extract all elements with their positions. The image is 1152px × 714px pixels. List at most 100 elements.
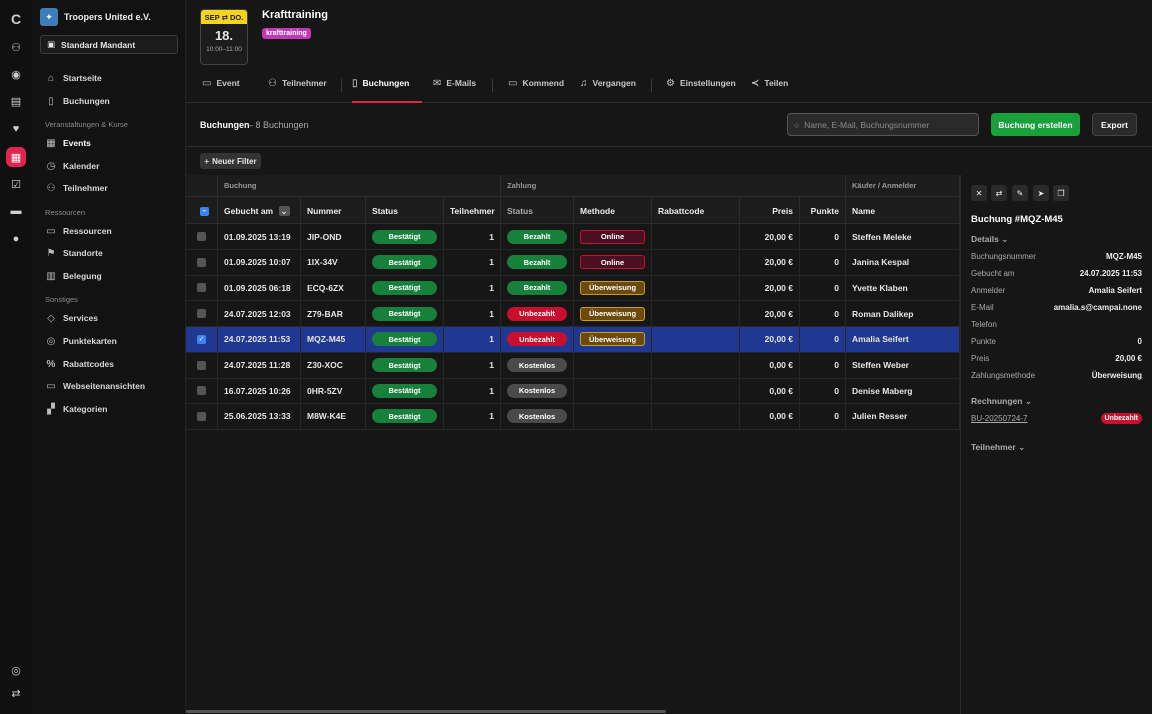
sort-chevron-icon[interactable]: ⌄ bbox=[278, 206, 290, 216]
search-input[interactable]: ○ Name, E-Mail, Buchungsnummer bbox=[787, 113, 979, 136]
tab-einstellungen[interactable]: ⚙ Einstellungen bbox=[666, 78, 736, 103]
sidebar-item-label: Events bbox=[63, 138, 91, 148]
cell-pay: Kostenlos bbox=[501, 403, 574, 429]
tab-event[interactable]: ▭ Event bbox=[202, 78, 240, 103]
details-toggle[interactable]: Details ⌄ bbox=[971, 234, 1009, 244]
sidebar-item-services[interactable]: ◇ Services bbox=[45, 311, 98, 325]
help-icon[interactable]: ◎ bbox=[11, 664, 21, 677]
col-name[interactable]: Name bbox=[846, 197, 960, 224]
table-row[interactable]: 01.09.2025 06:18 ECQ-6ZX Bestätigt 1 Bezahlt… bbox=[186, 275, 960, 302]
table-row[interactable]: 16.07.2025 10:26 0HR-5ZV Bestätigt 1 Kostenl… bbox=[186, 378, 960, 405]
app-logo-icon[interactable]: C bbox=[10, 11, 22, 27]
checklist-icon[interactable]: ☑ bbox=[11, 178, 21, 191]
switch-icon[interactable]: ⇄ bbox=[11, 687, 21, 700]
table-row[interactable]: 24.07.2025 12:03 Z79-BAR Bestätigt 1 Unbezah… bbox=[186, 301, 960, 328]
cell-points: 0 bbox=[800, 301, 846, 327]
user-icon[interactable]: ◉ bbox=[11, 68, 21, 81]
cell-method bbox=[574, 378, 652, 404]
tab-kommend[interactable]: ▭ Kommend bbox=[508, 78, 564, 103]
table-row[interactable]: 24.07.2025 11:28 Z30-XOC Bestätigt 1 Kostenl… bbox=[186, 352, 960, 379]
cell-status: Bestätigt bbox=[366, 249, 444, 275]
table-row[interactable]: 01.09.2025 13:19 JIP-OND Bestätigt 1 Bezahlt… bbox=[186, 224, 960, 250]
chat-icon[interactable]: ● bbox=[12, 233, 20, 245]
cell-date: 01.09.2025 06:18 bbox=[218, 275, 301, 301]
cell-price: 0,00 € bbox=[740, 378, 800, 404]
table-row[interactable]: ✓ 24.07.2025 11:53 MQZ-M45 Bestätigt 1 Unbeza… bbox=[186, 326, 960, 353]
select-all-checkbox[interactable]: – bbox=[186, 197, 218, 224]
sidebar-item-punktekarten[interactable]: ◎ Punktekarten bbox=[45, 334, 117, 348]
col-zahlung-status[interactable]: Status bbox=[501, 197, 574, 224]
invoices-toggle[interactable]: Rechnungen ⌄ bbox=[971, 396, 1032, 406]
col-teilnehmer[interactable]: Teilnehmer bbox=[444, 197, 501, 224]
cell-pay: Bezahlt bbox=[501, 249, 574, 275]
export-button[interactable]: Export bbox=[1092, 113, 1137, 136]
row-checkbox[interactable] bbox=[197, 360, 206, 370]
row-checkbox[interactable] bbox=[197, 411, 206, 421]
col-preis[interactable]: Preis bbox=[740, 197, 800, 224]
send-icon[interactable]: ➤ bbox=[1033, 185, 1049, 201]
invoice-link[interactable]: BU-20250724-7 bbox=[971, 414, 1028, 423]
col-status[interactable]: Status bbox=[366, 197, 444, 224]
cell-method bbox=[574, 352, 652, 378]
cell-cb bbox=[186, 275, 218, 301]
sidebar-item-ressourcen[interactable]: ▭ Ressourcen bbox=[45, 224, 111, 238]
home-icon: ⌂ bbox=[47, 72, 55, 84]
cell-tn: 1 bbox=[444, 275, 501, 301]
cell-tn: 1 bbox=[444, 249, 501, 275]
col-rabattcode[interactable]: Rabattcode bbox=[652, 197, 740, 224]
cell-code bbox=[652, 301, 740, 327]
community-icon[interactable]: ⚇ bbox=[11, 41, 21, 54]
group-header-buchung: Buchung bbox=[218, 175, 501, 197]
org-switcher[interactable]: ✦ Troopers United e.V. bbox=[40, 8, 151, 26]
mandant-selector[interactable]: ▣ Standard Mandant bbox=[40, 35, 178, 54]
col-nummer[interactable]: Nummer bbox=[301, 197, 366, 224]
row-checkbox[interactable] bbox=[197, 283, 206, 293]
transfer-icon[interactable]: ⇄ bbox=[991, 185, 1007, 201]
row-checkbox[interactable]: ✓ bbox=[197, 334, 206, 344]
col-punkte[interactable]: Punkte bbox=[800, 197, 846, 224]
sidebar-item-kalender[interactable]: ◷ Kalender bbox=[45, 159, 100, 173]
tab-teilnehmer[interactable]: ⚇ Teilnehmer bbox=[268, 78, 327, 103]
create-booking-button[interactable]: Buchung erstellen bbox=[991, 113, 1080, 136]
new-filter-button[interactable]: + Neuer Filter bbox=[200, 153, 261, 169]
events-calendar-icon[interactable]: ▦ bbox=[6, 147, 26, 167]
booking-status-badge: Bestätigt bbox=[372, 229, 437, 244]
org-logo-icon: ✦ bbox=[40, 8, 58, 26]
close-icon[interactable]: ✕ bbox=[971, 185, 987, 201]
row-checkbox[interactable] bbox=[197, 309, 206, 319]
cell-method: Online bbox=[574, 249, 652, 275]
sidebar-item-belegung[interactable]: ▥ Belegung bbox=[45, 269, 101, 283]
sidebar-item-standorte[interactable]: ⚑ Standorte bbox=[45, 246, 103, 260]
tab-emails[interactable]: ✉ E-Mails bbox=[433, 78, 476, 103]
heart-icon[interactable]: ♥ bbox=[12, 123, 20, 135]
sidebar-item-label: Services bbox=[63, 313, 98, 323]
tab-buchungen[interactable]: ▯ Buchungen bbox=[352, 78, 422, 103]
tab-vergangen[interactable]: ♫ Vergangen bbox=[580, 78, 636, 103]
sidebar-item-buchungen[interactable]: ▯ Buchungen bbox=[45, 94, 110, 108]
tab-teilen[interactable]: ≺ Teilen bbox=[751, 78, 788, 103]
finance-icon[interactable]: ▤ bbox=[10, 95, 22, 108]
participants-toggle[interactable]: Teilnehmer ⌄ bbox=[971, 442, 1026, 452]
book-icon: ▯ bbox=[352, 78, 358, 89]
sidebar-item-startseite[interactable]: ⌂ Startseite bbox=[45, 71, 102, 85]
horizontal-scrollbar[interactable] bbox=[186, 710, 666, 713]
cell-method bbox=[574, 403, 652, 429]
row-checkbox[interactable] bbox=[197, 257, 206, 267]
sidebar-item-rabattcodes[interactable]: % Rabattcodes bbox=[45, 357, 114, 371]
sidebar-item-events[interactable]: ▦ Events bbox=[45, 136, 91, 150]
panel-title: Buchung #MQZ-M45 bbox=[971, 214, 1063, 225]
col-methode[interactable]: Methode bbox=[574, 197, 652, 224]
copy-icon[interactable]: ❐ bbox=[1053, 185, 1069, 201]
col-gebucht-am[interactable]: Gebucht am ⌄ bbox=[218, 197, 301, 224]
folder-icon[interactable]: ▬ bbox=[10, 205, 22, 217]
table-row[interactable]: 25.06.2025 13:33 M8W-K4E Bestätigt 1 Kostenl… bbox=[186, 403, 960, 430]
row-checkbox[interactable] bbox=[197, 386, 206, 396]
edit-icon[interactable]: ✎ bbox=[1012, 185, 1028, 201]
sidebar-item-kategorien[interactable]: ▞ Kategorien bbox=[45, 402, 107, 416]
sidebar-item-label: Kategorien bbox=[63, 404, 108, 414]
row-checkbox[interactable] bbox=[197, 232, 206, 241]
main-content: SEP ⇄ DO. 18. 10:00–11:00 Krafttraining … bbox=[186, 0, 1152, 714]
table-row[interactable]: 01.09.2025 10:07 1IX-34V Bestätigt 1 Bezahlt… bbox=[186, 249, 960, 276]
sidebar-item-webseitenansichten[interactable]: ▭ Webseitenansichten bbox=[45, 379, 145, 393]
sidebar-item-teilnehmer[interactable]: ⚇ Teilnehmer bbox=[45, 181, 108, 195]
